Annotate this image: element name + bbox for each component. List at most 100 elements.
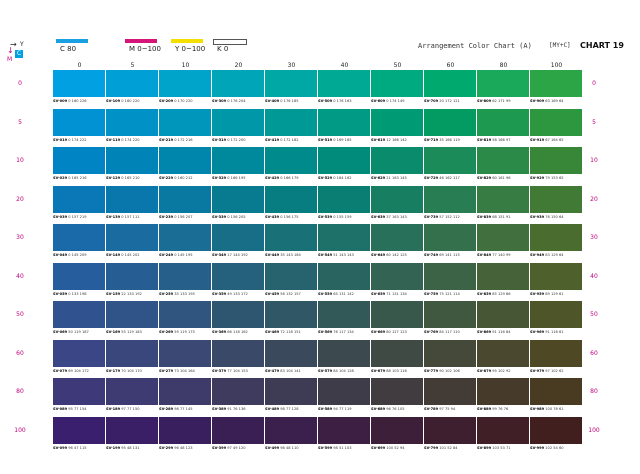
swatch-code: SV-329 — [212, 176, 227, 180]
swatch-caption: SV-819 58 166 97 — [477, 138, 529, 142]
swatch-rgb: 72 118 151 — [279, 330, 301, 334]
swatch-caption: SV-919 67 164 65 — [530, 138, 582, 142]
color-swatch — [371, 224, 424, 251]
swatch-caption: SV-139 0 157 111 — [106, 215, 158, 219]
swatch-caption: SV-429 0 166 179 — [265, 176, 317, 180]
swatch-caption: SV-889 99 76 76 — [477, 407, 529, 411]
swatch-code: SV-069 — [53, 330, 68, 334]
color-swatch — [265, 224, 318, 251]
arrow-right-icon: → — [10, 40, 17, 49]
swatch-caption: SV-299 96 48 123 — [159, 446, 211, 450]
swatch-code: SV-439 — [265, 214, 280, 219]
color-swatch — [424, 416, 477, 444]
swatch-rgb: 97 102 62 — [544, 368, 564, 373]
row-label-right: 0 — [592, 80, 596, 87]
swatch-code: SV-919 — [530, 137, 545, 142]
color-swatch — [265, 339, 318, 367]
swatch-code: SV-679 — [371, 368, 386, 373]
swatch-caption: SV-529 0 164 162 — [318, 176, 370, 180]
swatch-code: SV-309 — [212, 99, 227, 103]
swatch-caption: SV-989 100 76 61 — [530, 407, 582, 411]
color-swatch — [530, 339, 583, 367]
color-swatch — [106, 108, 159, 136]
swatch-code: SV-989 — [530, 407, 545, 411]
swatch-rgb: 0 172 200 — [226, 137, 246, 142]
swatch-code: SV-229 — [159, 176, 174, 180]
swatch-rgb: 98 77 145 — [173, 407, 193, 411]
swatch-rgb: 96 76 105 — [385, 407, 405, 411]
swatch-code: SV-089 — [53, 407, 68, 411]
swatch-caption: SV-969 91 116 61 — [530, 330, 582, 334]
swatch-rgb: 0 174 222 — [67, 137, 87, 142]
swatch-rgb: 20 172 121 — [438, 99, 460, 103]
color-swatch — [424, 339, 477, 367]
swatch-caption: SV-569 76 117 134 — [318, 330, 370, 334]
swatch-rgb: 76 150 64 — [544, 214, 564, 219]
swatch-code: SV-489 — [265, 407, 280, 411]
row-label-right: 40 — [590, 272, 598, 280]
swatch-rgb: 69 104 172 — [67, 368, 89, 373]
swatch-code: SV-119 — [106, 137, 121, 142]
color-swatch — [106, 70, 159, 97]
color-swatch — [53, 262, 106, 290]
swatch-code: SV-249 — [159, 253, 174, 257]
swatch-code: SV-999 — [530, 445, 545, 450]
legend-label: K 0 — [217, 45, 229, 53]
swatch-code: SV-639 — [371, 214, 386, 219]
color-swatch — [159, 378, 212, 405]
swatch-caption: SV-939 76 150 64 — [530, 215, 582, 219]
swatch-rgb: 69 141 115 — [438, 253, 460, 257]
axis-indicator: → Y ↓ C M — [6, 38, 36, 68]
swatch-caption: SV-379 77 104 153 — [212, 369, 264, 373]
color-swatch — [477, 339, 530, 367]
swatch-rgb: 0 176 185 — [279, 99, 299, 103]
color-swatch — [318, 416, 371, 444]
swatch-rgb: 0 155 159 — [332, 214, 352, 219]
color-swatch — [477, 262, 530, 290]
swatch-code: SV-689 — [371, 407, 386, 411]
row-label-right: 30 — [590, 234, 598, 241]
swatch-caption: SV-499 98 48 110 — [265, 446, 317, 450]
row-label-right: 100 — [588, 426, 600, 434]
chart-number: CHART 19 — [580, 41, 624, 50]
swatch-caption: SV-099 96 47 115 — [53, 446, 105, 450]
color-swatch — [371, 147, 424, 174]
cyan-badge: C — [15, 50, 23, 58]
swatch-rgb: 68 151 91 — [491, 214, 511, 219]
row-label-left: 60 — [16, 349, 24, 357]
color-swatch — [159, 185, 212, 213]
swatch-code: SV-159 — [106, 291, 121, 296]
color-swatch — [159, 224, 212, 251]
color-swatch — [265, 378, 318, 405]
color-swatch — [318, 301, 371, 328]
swatch-rgb: 0 166 179 — [279, 176, 299, 180]
swatch-caption: SV-449 35 143 164 — [265, 253, 317, 257]
swatch-code: SV-339 — [212, 214, 227, 219]
swatch-caption: SV-599 98 51 103 — [318, 446, 370, 450]
swatch-rgb: 59 119 175 — [173, 330, 195, 334]
color-swatch — [477, 185, 530, 213]
color-swatch — [53, 70, 106, 97]
swatch-caption: SV-419 0 172 182 — [265, 138, 317, 142]
swatch-rgb: 83 104 141 — [279, 368, 301, 373]
color-swatch — [265, 262, 318, 290]
swatch-code: SV-859 — [477, 291, 492, 296]
swatch-rgb: 100 76 61 — [544, 407, 564, 411]
swatch-caption: SV-019 0 174 222 — [53, 138, 105, 142]
swatch-caption: SV-249 0 145 195 — [159, 253, 211, 257]
swatch-caption: SV-309 0 176 204 — [212, 99, 264, 103]
swatch-caption: SV-169 55 119 183 — [106, 330, 158, 334]
color-swatch — [530, 262, 583, 290]
swatch-code: SV-059 — [53, 291, 68, 296]
color-swatch — [53, 301, 106, 328]
swatch-rgb: 73 104 164 — [173, 368, 195, 373]
swatch-code: SV-269 — [159, 330, 174, 334]
color-swatch — [318, 262, 371, 290]
swatch-rgb: 0 145 209 — [67, 253, 87, 257]
color-swatch — [265, 70, 318, 97]
swatch-code: SV-759 — [424, 291, 439, 296]
swatch-code: SV-399 — [212, 445, 227, 450]
swatch-code: SV-209 — [159, 99, 174, 103]
swatch-caption: SV-039 0 157 219 — [53, 215, 105, 219]
swatch-code: SV-509 — [318, 99, 333, 103]
